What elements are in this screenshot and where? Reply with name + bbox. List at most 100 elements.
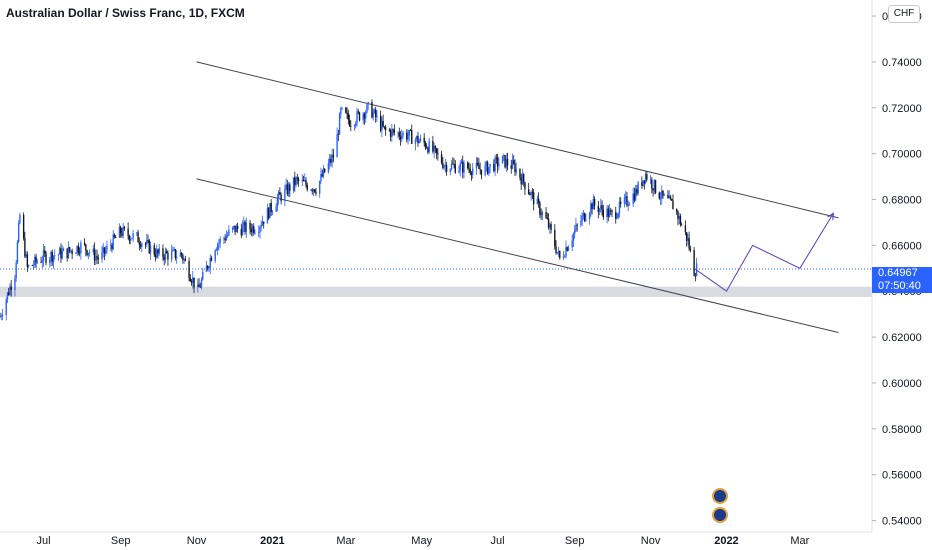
candle-body (144, 243, 147, 245)
candle-body (434, 145, 437, 149)
channel-lower-line[interactable] (196, 178, 839, 333)
candle-body (9, 286, 11, 295)
candle-body (366, 104, 368, 113)
candle-body (86, 250, 88, 256)
candle-body (424, 142, 427, 148)
currency-button[interactable]: CHF (888, 5, 920, 23)
candle-body (128, 235, 131, 241)
economic-event-icon[interactable] (712, 507, 728, 523)
candle-body (141, 243, 143, 247)
candle-body (476, 162, 479, 165)
candle-body (541, 212, 544, 215)
candle-body (688, 238, 690, 249)
candle-body (193, 277, 195, 288)
candle-body (458, 170, 460, 173)
support-zone-rect (0, 286, 872, 297)
x-tick-label: 2021 (260, 535, 284, 547)
candle-body (336, 134, 338, 158)
candle-body (471, 168, 474, 175)
x-tick-label: Nov (641, 535, 661, 547)
candle-body (295, 177, 297, 185)
candle-body (276, 198, 279, 207)
candle-body (608, 210, 611, 217)
candle-body (590, 203, 592, 214)
candle-body (77, 245, 80, 253)
candle-body (189, 278, 192, 282)
candle-body (687, 238, 689, 241)
economic-event-icon[interactable] (712, 488, 728, 504)
candle-body (297, 178, 300, 182)
x-axis[interactable]: Jul Sep Nov 2021 Mar May Jul Sep Nov 2022 Mar (37, 535, 810, 547)
candle-body (50, 252, 52, 260)
candle-body (17, 223, 20, 242)
candle-body (485, 162, 488, 166)
candle-body (401, 135, 403, 140)
candle-body (532, 192, 535, 205)
candle-body (216, 244, 219, 250)
x-tick-label: Nov (187, 535, 207, 547)
candle-body (174, 249, 177, 259)
candle-body (102, 247, 104, 252)
candle-body (340, 108, 342, 114)
candle-body (567, 247, 570, 251)
chart-title: Australian Dollar / Swiss Franc, 1D, FXC… (6, 6, 245, 20)
candle-body (234, 225, 236, 233)
candle-body (539, 202, 541, 215)
y-tick-label: 0.62000 (882, 332, 922, 344)
projection-polyline[interactable] (693, 213, 834, 292)
candle-body (668, 196, 670, 199)
candle-body (667, 194, 669, 199)
candle-body (694, 275, 697, 277)
x-tick-label: Jul (491, 535, 505, 547)
candle-body (327, 163, 330, 173)
candle-body (373, 109, 376, 113)
candle-body (147, 240, 149, 241)
candle-body (591, 203, 593, 210)
candle-body (106, 245, 108, 251)
candle-body (582, 213, 585, 216)
countdown-timer: 07:50:40 (878, 280, 921, 292)
candle-body (52, 255, 55, 262)
candle-body (501, 155, 504, 164)
candle-body (66, 248, 68, 258)
y-tick-label: 0.68000 (882, 195, 922, 207)
candle-body (651, 179, 653, 189)
candle-body (112, 234, 114, 250)
channel-upper-line[interactable] (196, 61, 839, 219)
candle-body (365, 112, 367, 119)
candle-body (95, 256, 97, 261)
candle-body (637, 182, 639, 194)
candle-body (636, 188, 638, 194)
candle-body (592, 198, 595, 210)
candle-body (684, 225, 687, 233)
x-tick-label: Mar (336, 535, 355, 547)
candle-body (244, 221, 246, 232)
candle-body (506, 158, 509, 166)
candle-body (214, 250, 216, 261)
candle-body (452, 163, 454, 165)
candle-body (259, 227, 261, 233)
candle-body (479, 168, 481, 170)
candle-body (131, 238, 133, 240)
candle-body (676, 209, 678, 212)
candle-body (460, 161, 463, 164)
candle-body (593, 198, 596, 206)
candle-body (263, 221, 265, 224)
candle-body (67, 247, 70, 258)
candle-body (286, 184, 289, 195)
candle-body (76, 245, 78, 254)
candle-body (24, 238, 26, 257)
candle-body (296, 177, 299, 179)
candle-body (663, 194, 665, 196)
candle-body (685, 232, 688, 241)
candle-body (280, 194, 282, 201)
candle-body (510, 165, 512, 169)
candle-body (304, 180, 306, 182)
candle-body (113, 234, 116, 238)
candle-body (241, 225, 244, 236)
candle-body (392, 129, 394, 131)
x-tick-label: Sep (111, 535, 131, 547)
candle-body (397, 132, 399, 134)
candle-body (356, 111, 358, 124)
